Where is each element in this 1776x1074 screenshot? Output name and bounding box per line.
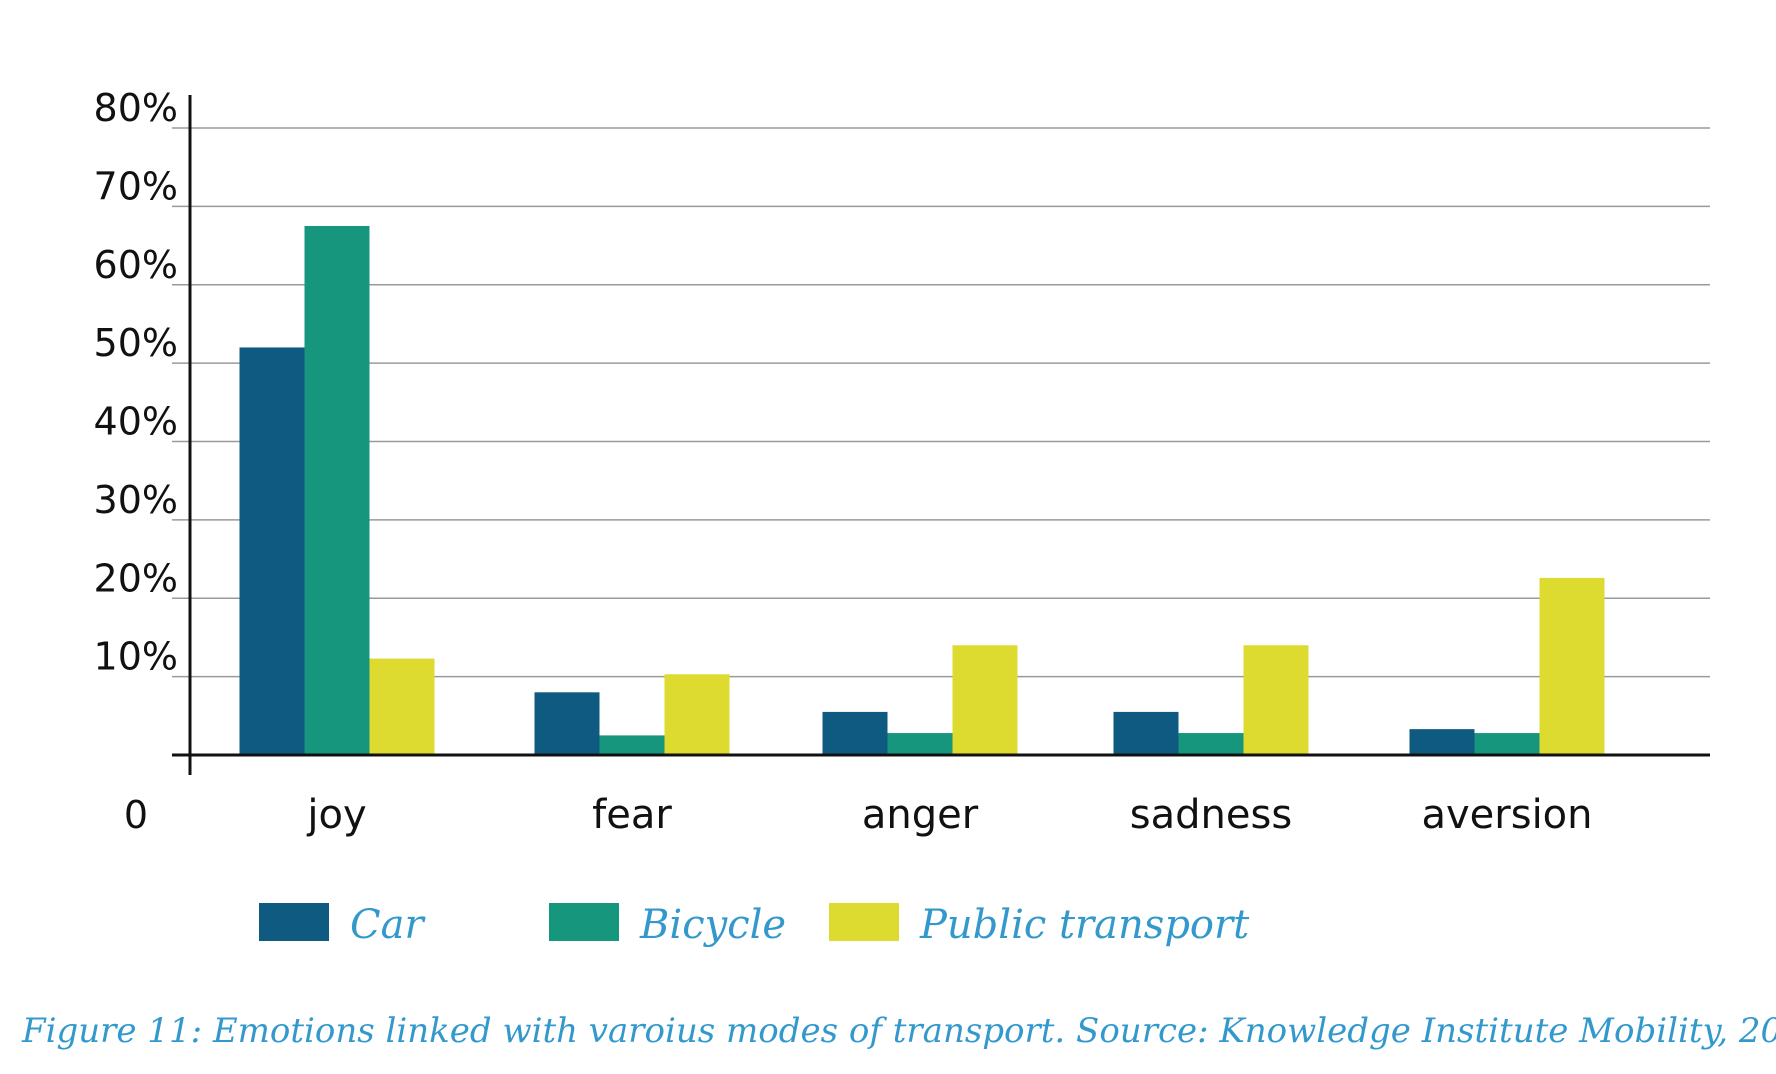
legend-swatch	[829, 903, 899, 941]
legend-swatch	[259, 903, 329, 941]
bar	[1178, 733, 1244, 755]
bar	[822, 711, 888, 755]
bar	[1474, 733, 1540, 755]
bar	[1539, 577, 1605, 755]
y-tick-labels: 0 10% 20% 30% 40% 50% 60% 70% 80%	[94, 86, 178, 837]
bar	[369, 658, 435, 755]
y-tick-label: 30%	[94, 478, 178, 522]
y-tick-label: 50%	[94, 321, 178, 365]
bar	[887, 733, 953, 755]
legend-label: Public transport	[919, 902, 1250, 948]
legend-item: Bicycle	[549, 902, 786, 948]
legend: Car Bicycle Public transport	[259, 902, 1250, 948]
bar	[534, 692, 600, 755]
bar	[1243, 645, 1309, 755]
y-tick-label: 20%	[94, 556, 178, 600]
y-tick-label: 10%	[94, 635, 178, 679]
x-tick-label: sadness	[1130, 792, 1292, 838]
legend-item: Car	[259, 902, 426, 948]
figure-caption: Figure 11: Emotions linked with varoius …	[21, 1011, 1776, 1051]
bar	[599, 735, 665, 755]
x-tick-label: anger	[862, 792, 979, 838]
y-tick-label: 80%	[94, 86, 178, 130]
bars	[239, 225, 1605, 755]
legend-item: Public transport	[829, 902, 1250, 948]
legend-label: Car	[350, 902, 426, 948]
x-tick-label: fear	[592, 792, 672, 838]
x-tick-label: aversion	[1421, 792, 1592, 838]
legend-swatch	[549, 903, 619, 941]
bar	[239, 347, 305, 755]
gridlines	[172, 127, 1710, 678]
bar	[664, 674, 730, 755]
x-tick-labels: joy fear anger sadness aversion	[306, 792, 1592, 838]
bar	[304, 225, 370, 755]
x-tick-label: joy	[306, 792, 366, 838]
y-tick-label: 0	[124, 793, 148, 837]
axes	[172, 95, 1710, 775]
y-tick-label: 40%	[94, 400, 178, 444]
bar	[1113, 711, 1179, 755]
legend-label: Bicycle	[639, 902, 786, 948]
bar	[952, 645, 1018, 755]
y-tick-label: 60%	[94, 243, 178, 287]
bar	[1409, 729, 1475, 755]
y-tick-label: 70%	[94, 164, 178, 208]
